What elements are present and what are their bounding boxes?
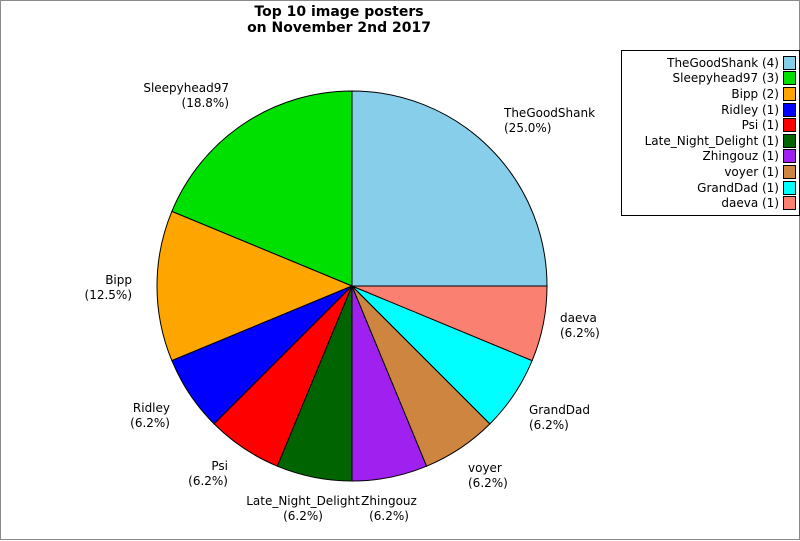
legend-row-Bipp: Bipp (2): [626, 86, 796, 102]
slice-label-Psi: Psi (6.2%): [188, 459, 228, 488]
slice-label-GrandDad: GrandDad (6.2%): [529, 403, 591, 432]
legend-swatch-Bipp: [783, 86, 796, 101]
legend-label: Ridley (1): [721, 102, 779, 117]
legend-row-daeva: daeva (1): [626, 195, 796, 211]
slice-label-Bipp: Bipp (12.5%): [84, 273, 132, 302]
legend-swatch-voyer: [783, 164, 796, 179]
slice-label-Zhingouz: Zhingouz (6.2%): [361, 494, 417, 523]
chart-title-line2: on November 2nd 2017: [247, 20, 431, 36]
chart-title: Top 10 image posters on November 2nd 201…: [189, 4, 489, 36]
legend-swatch-Psi: [783, 118, 796, 133]
slice-label-Sleepyhead97: Sleepyhead97 (18.8%): [143, 81, 229, 110]
legend-row-TheGoodShank: TheGoodShank (4): [626, 55, 796, 71]
legend-row-voyer: voyer (1): [626, 164, 796, 180]
pie-slice-Bipp: [156, 210, 354, 362]
legend-label: Psi (1): [741, 118, 779, 133]
legend-swatch-TheGoodShank: [783, 55, 796, 70]
pie-slice-daeva: [351, 285, 548, 362]
legend-label: TheGoodShank (4): [667, 55, 779, 70]
legend-swatch-Zhingouz: [783, 149, 796, 164]
legend-label: Bipp (2): [731, 86, 779, 101]
slice-label-TheGoodShank: TheGoodShank (25.0%): [504, 106, 596, 135]
pie-slice-TheGoodShank: [351, 90, 548, 287]
pie-slice-Sleepyhead97: [171, 90, 353, 287]
legend-label: voyer (1): [724, 164, 779, 179]
legend-row-Sleepyhead97: Sleepyhead97 (3): [626, 71, 796, 87]
chart-title-line1: Top 10 image posters: [254, 4, 424, 20]
legend-swatch-GrandDad: [783, 180, 796, 195]
legend-swatch-daeva: [783, 196, 796, 211]
legend-label: Late_Night_Delight (1): [644, 133, 779, 148]
legend-swatch-Sleepyhead97: [783, 71, 796, 86]
slice-label-Late_Night_Delight: Late_Night_Delight (6.2%): [246, 494, 360, 523]
legend-swatch-Ridley: [783, 102, 796, 117]
slice-label-daeva: daeva (6.2%): [560, 311, 600, 340]
slice-label-Ridley: Ridley (6.2%): [130, 401, 170, 430]
legend-box: TheGoodShank (4) Sleepyhead97 (3) Bipp (…: [621, 50, 800, 216]
legend-label: GrandDad (1): [697, 180, 779, 195]
legend-row-Zhingouz: Zhingouz (1): [626, 149, 796, 165]
legend-swatch-Late_Night_Delight: [783, 133, 796, 148]
legend-row-Psi: Psi (1): [626, 117, 796, 133]
legend-label: Zhingouz (1): [702, 149, 779, 164]
legend-row-Late_Night_Delight: Late_Night_Delight (1): [626, 133, 796, 149]
legend-row-Ridley: Ridley (1): [626, 102, 796, 118]
slice-label-voyer: voyer (6.2%): [468, 461, 508, 490]
legend-row-GrandDad: GrandDad (1): [626, 180, 796, 196]
legend-label: daeva (1): [721, 196, 779, 211]
legend-label: Sleepyhead97 (3): [672, 71, 779, 86]
